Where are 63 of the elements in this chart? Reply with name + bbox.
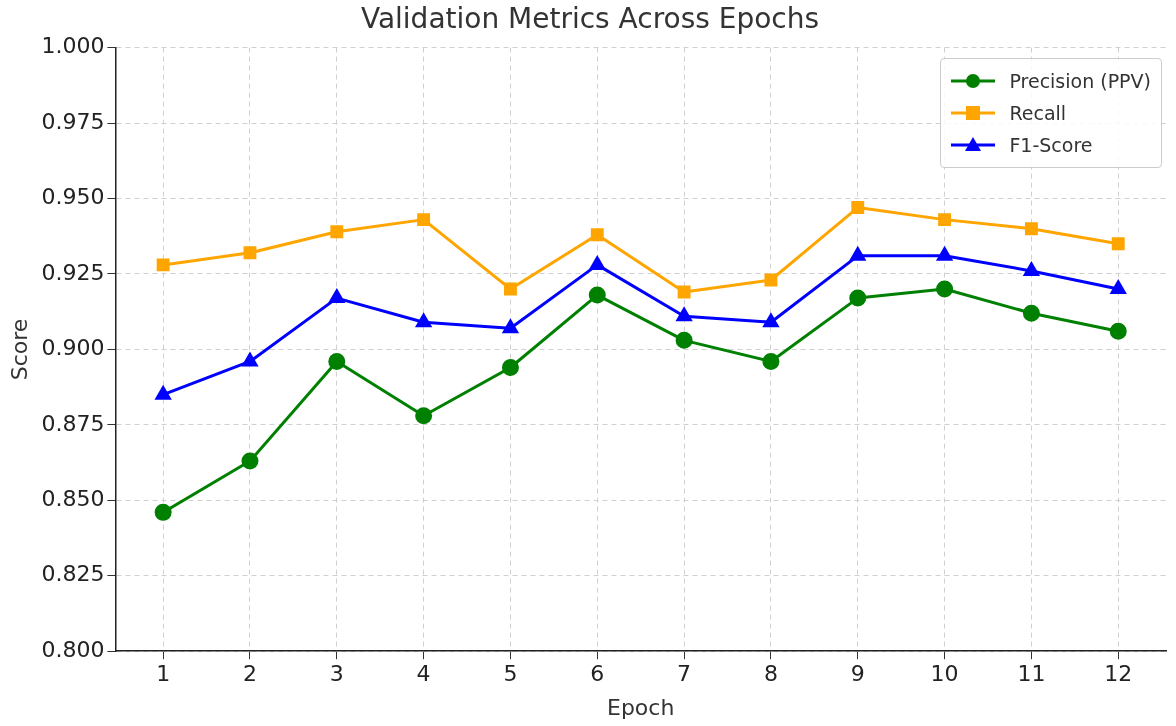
y-tick-label: 0.975	[41, 108, 105, 134]
y-axis-title: Score	[6, 318, 32, 381]
point	[504, 282, 517, 296]
point	[936, 280, 954, 298]
point	[330, 225, 344, 239]
point	[763, 313, 779, 328]
point	[851, 201, 865, 214]
point	[1023, 262, 1039, 276]
point	[329, 289, 345, 304]
point	[328, 352, 346, 370]
x-axis-title: Epoch	[607, 694, 675, 720]
y-tick-label: 0.900	[41, 335, 105, 361]
point	[156, 258, 170, 272]
point	[938, 213, 952, 227]
point	[850, 247, 866, 261]
point	[937, 247, 953, 261]
x-tick-label: 7	[677, 661, 692, 687]
point	[1111, 237, 1125, 251]
x-tick-label: 5	[503, 661, 518, 687]
point	[154, 503, 172, 521]
point	[241, 452, 259, 470]
legend-label: Precision (PPV)	[1009, 69, 1151, 92]
chart-title: Validation Metrics Across Epochs	[360, 2, 820, 36]
point	[675, 331, 693, 349]
x-tick-label: 3	[329, 661, 344, 687]
y-tick-label: 0.950	[41, 184, 105, 210]
y-tick-label: 0.825	[41, 561, 105, 587]
point	[676, 307, 692, 322]
point	[502, 319, 519, 334]
y-tick-label: 0.850	[41, 486, 105, 512]
point	[589, 256, 605, 270]
legend-label: Recall	[1009, 101, 1067, 124]
x-tick-label: 6	[590, 661, 605, 687]
x-tick-label: 11	[1017, 661, 1046, 687]
point	[1022, 304, 1040, 322]
point	[677, 285, 691, 299]
point	[155, 386, 171, 400]
x-tick-label: 10	[930, 661, 959, 687]
y-tick-label: 0.800	[41, 636, 105, 662]
point	[849, 289, 867, 307]
x-tick-label: 12	[1104, 661, 1133, 687]
point	[762, 352, 780, 370]
x-tick-label: 4	[416, 661, 431, 687]
point	[417, 213, 431, 227]
point	[1109, 322, 1127, 340]
x-tick-label: 9	[850, 661, 865, 687]
y-tick-label: 0.925	[41, 259, 105, 285]
point	[416, 313, 432, 328]
x-tick-label: 1	[156, 661, 171, 687]
point	[243, 246, 257, 260]
y-tick-label: 1.000	[41, 33, 105, 59]
x-tick-label: 8	[763, 661, 778, 687]
point	[590, 228, 604, 242]
point	[501, 359, 519, 377]
point	[1110, 280, 1126, 295]
point	[242, 352, 258, 367]
point	[1024, 222, 1038, 236]
y-tick-label: 0.875	[41, 410, 105, 436]
point	[415, 407, 433, 425]
legend-label: F1-Score	[1009, 133, 1093, 156]
point	[764, 273, 778, 287]
x-tick-label: 2	[242, 661, 257, 687]
point	[588, 286, 606, 304]
